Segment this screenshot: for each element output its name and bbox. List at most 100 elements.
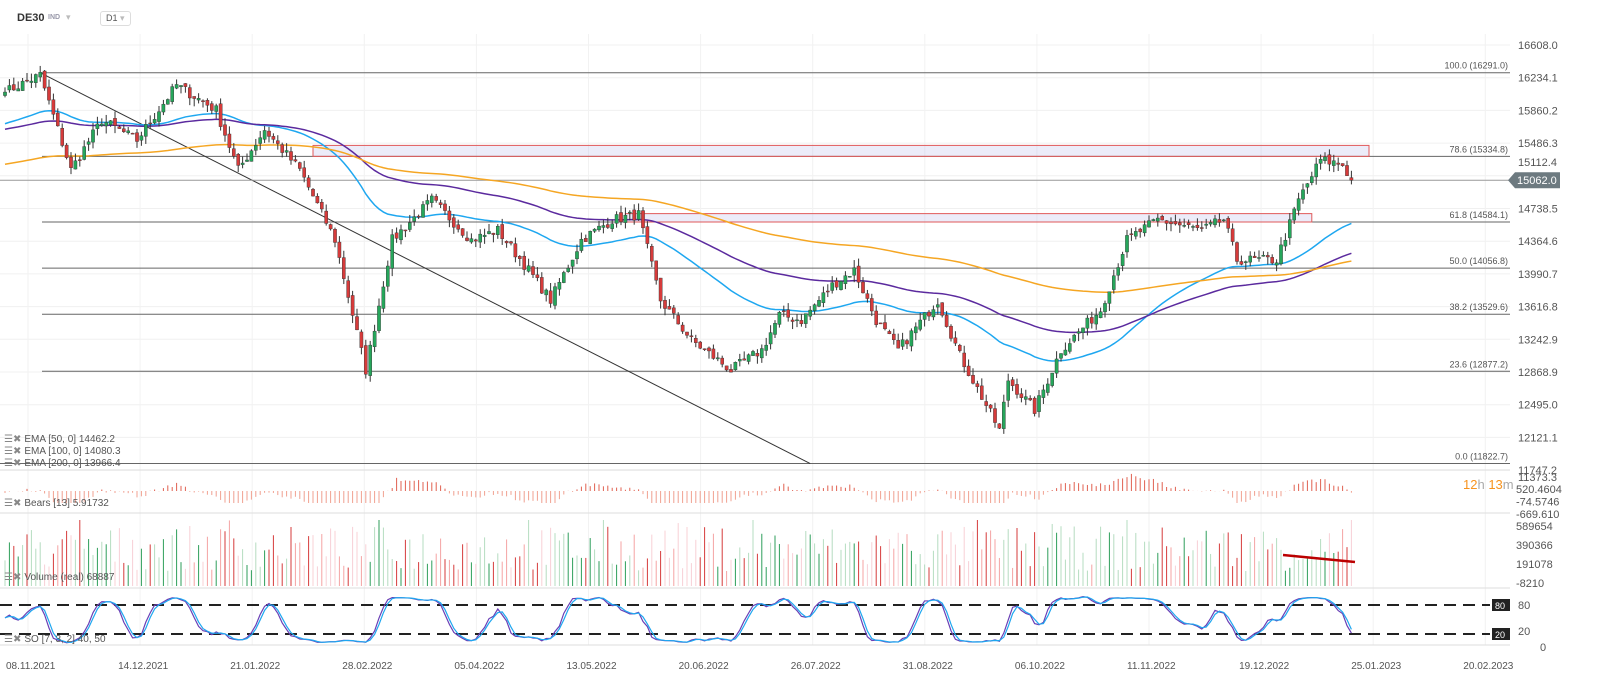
candle <box>337 241 342 258</box>
candle <box>1204 223 1208 226</box>
candle <box>535 274 540 278</box>
candle <box>1252 255 1257 258</box>
ema100-legend[interactable]: ☰✖ EMA [100, 0] 14080.3 <box>4 446 121 457</box>
date-tick-label: 13.05.2022 <box>567 661 617 672</box>
settings-icon[interactable]: ☰✖ <box>4 434 22 445</box>
price-tick-label: 15860.2 <box>1518 105 1558 117</box>
timer-hours: 12 <box>1463 477 1478 492</box>
candle <box>491 232 496 235</box>
candle <box>7 85 12 91</box>
candle <box>1023 396 1028 400</box>
candle <box>738 359 742 362</box>
ema50-legend[interactable]: ☰✖ EMA [50, 0] 14462.2 <box>4 434 115 445</box>
candle <box>632 209 636 221</box>
candle <box>350 295 355 316</box>
volume-legend[interactable]: ☰✖ Volume (real) 68887 <box>4 572 114 583</box>
candle <box>34 74 38 83</box>
candle <box>742 358 746 361</box>
candle <box>773 323 777 335</box>
ema200-legend[interactable]: ☰✖ EMA [200, 0] 13966.4 <box>4 458 121 469</box>
settings-icon[interactable]: ☰✖ <box>4 572 22 583</box>
bears-legend[interactable]: ☰✖ Bears [13] 5.91732 <box>4 498 109 509</box>
candle <box>1336 162 1340 165</box>
candle <box>689 335 694 337</box>
candle <box>544 289 548 296</box>
candle <box>927 311 931 317</box>
candle <box>1226 218 1230 229</box>
symbol-label[interactable]: DE30 <box>17 12 45 24</box>
candle <box>1151 219 1156 222</box>
candle <box>856 265 861 283</box>
date-tick-label: 20.06.2022 <box>679 661 729 672</box>
last-price-label: 15062.0 <box>1517 175 1557 187</box>
price-tick-label: 13616.8 <box>1518 302 1558 314</box>
candle-timer: 12h 13m <box>1463 477 1514 492</box>
candle <box>720 357 724 365</box>
candle <box>610 223 614 229</box>
date-tick-label: 21.01.2022 <box>230 661 280 672</box>
candle <box>324 210 329 224</box>
candle <box>130 132 135 135</box>
candle <box>1032 397 1037 414</box>
symbol-dropdown-icon[interactable]: ▾ <box>66 12 71 22</box>
price-tick-label: 13242.9 <box>1518 334 1558 346</box>
volume-axis-label: -8210 <box>1516 578 1544 590</box>
candle <box>320 201 324 210</box>
candle <box>82 146 86 160</box>
candle <box>1173 221 1178 225</box>
candle <box>694 338 698 343</box>
date-tick-label: 28.02.2022 <box>342 661 392 672</box>
candle <box>443 203 447 211</box>
fib-level-label: 78.6 (15334.8) <box>1449 144 1508 154</box>
candle <box>883 322 887 330</box>
fib-level-label: 61.8 (14584.1) <box>1449 210 1508 220</box>
settings-icon[interactable]: ☰✖ <box>4 446 22 457</box>
stoch-axis-label: 20 <box>1518 626 1530 638</box>
candle <box>434 196 439 201</box>
candle <box>685 331 689 336</box>
timeframe-select[interactable]: D1 ▾ <box>100 11 131 26</box>
candle <box>672 307 676 314</box>
candle <box>997 423 1002 429</box>
settings-icon[interactable]: ☰✖ <box>4 634 22 645</box>
candle <box>91 129 95 143</box>
date-tick-label: 19.12.2022 <box>1239 661 1289 672</box>
candle <box>1094 315 1098 325</box>
settings-icon[interactable]: ☰✖ <box>4 458 22 469</box>
candle <box>69 156 73 168</box>
candle <box>95 123 100 129</box>
stoch-level-tag-label: 20 <box>1495 630 1505 640</box>
candle <box>645 226 650 244</box>
candle <box>614 214 619 224</box>
candle <box>214 105 219 112</box>
candle <box>386 265 390 287</box>
volume-trend-line <box>1282 553 1356 564</box>
candle <box>676 315 680 325</box>
candle <box>628 211 632 214</box>
candle <box>218 103 223 127</box>
candle <box>143 124 148 137</box>
price-tick-label: 11373.3 <box>1518 472 1557 484</box>
resistance-zone <box>624 213 1313 223</box>
candle <box>795 319 799 322</box>
candle <box>60 128 64 146</box>
candle <box>1283 239 1288 247</box>
candle <box>1213 218 1217 226</box>
candle <box>1349 177 1354 181</box>
stoch-axis-label: 80 <box>1518 600 1530 612</box>
candle <box>1076 331 1081 334</box>
settings-icon[interactable]: ☰✖ <box>4 498 22 509</box>
candle <box>1257 257 1261 259</box>
candle <box>99 123 104 126</box>
stoch-level-tag-label: 80 <box>1495 601 1505 611</box>
candle <box>425 200 430 205</box>
fib-level-label: 23.6 (12877.2) <box>1449 359 1508 369</box>
candle <box>333 229 337 243</box>
candle <box>496 226 500 235</box>
candle <box>209 103 214 111</box>
so-legend[interactable]: ☰✖ SO [7, 3, 2] 40, 50 <box>4 634 106 645</box>
candle <box>187 87 192 99</box>
price-tick-label: 12868.9 <box>1518 367 1558 379</box>
candle <box>1155 217 1160 222</box>
